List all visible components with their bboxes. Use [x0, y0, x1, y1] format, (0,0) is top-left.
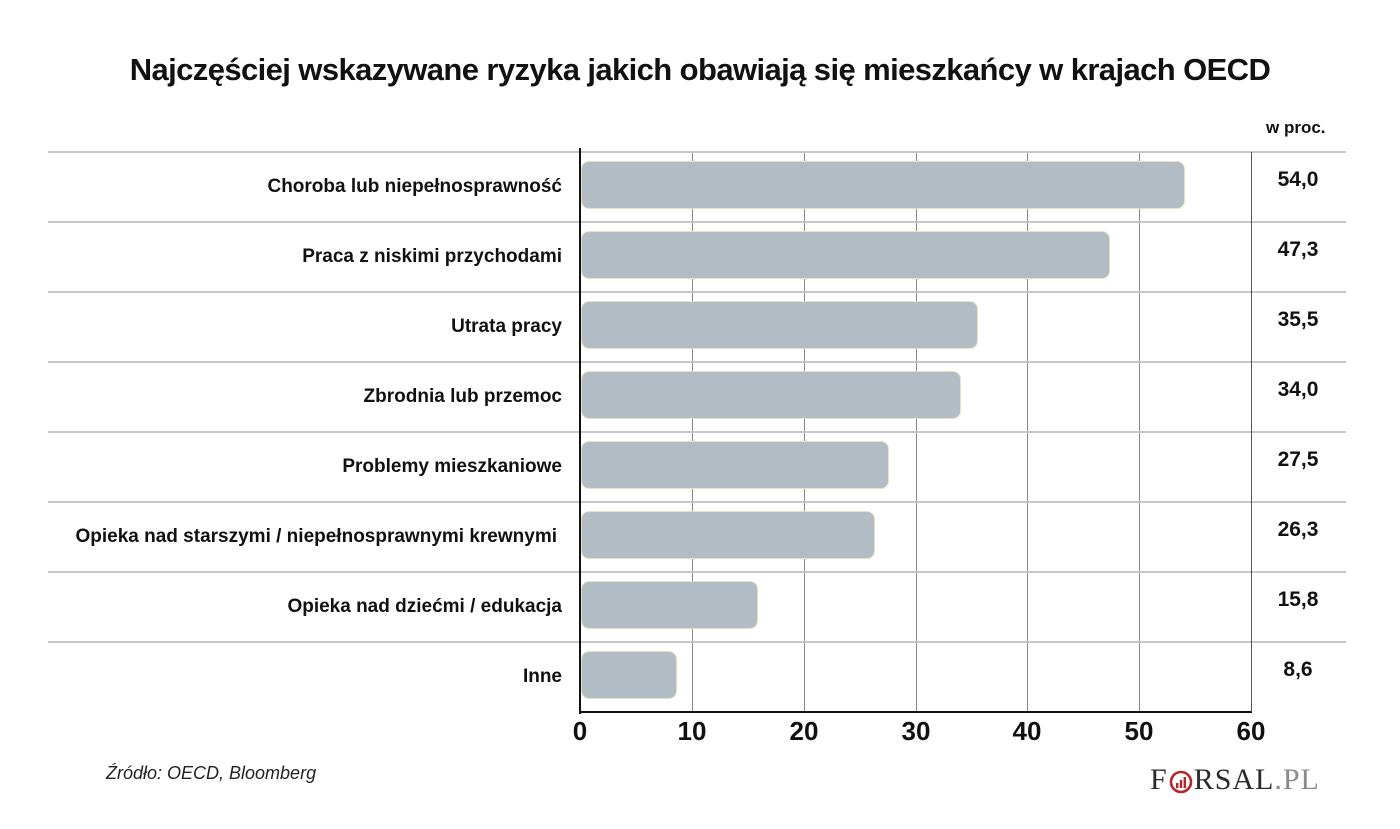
chart-title: Najczęściej wskazywane ryzyka jakich oba… — [129, 52, 1271, 87]
row-separator — [48, 361, 1346, 363]
category-label: Opieka nad dziećmi / edukacja — [287, 596, 562, 617]
x-tick-label: 0 — [572, 716, 588, 746]
x-tick-label: 10 — [677, 716, 707, 746]
row-separator — [48, 501, 1346, 503]
category-label: Problemy mieszkaniowe — [342, 456, 562, 477]
value-label: 35,5 — [1277, 308, 1319, 331]
x-tick-label: 60 — [1236, 716, 1266, 746]
x-tick-label: 50 — [1124, 716, 1154, 746]
category-label: Zbrodnia lub przemoc — [363, 386, 562, 407]
row-separator — [48, 431, 1346, 433]
x-axis-line — [579, 711, 1252, 713]
row-separator — [48, 151, 1346, 153]
row-separator — [48, 571, 1346, 573]
data-bar — [581, 161, 1185, 209]
value-label: 15,8 — [1277, 588, 1319, 611]
value-label: 8,6 — [1283, 658, 1313, 681]
value-label: 34,0 — [1277, 378, 1319, 401]
unit-label: w proc. — [1266, 118, 1326, 137]
data-bar — [581, 441, 889, 489]
forsal-logo: F RSAL .PL — [1150, 763, 1320, 797]
category-label: Utrata pracy — [451, 316, 562, 337]
value-column-separator — [1251, 152, 1252, 712]
logo-letter-f: F — [1150, 763, 1168, 796]
data-bar — [581, 651, 677, 699]
data-bar — [581, 581, 758, 629]
data-bar — [581, 301, 978, 349]
value-label: 54,0 — [1277, 168, 1319, 191]
category-label: Opieka nad starszymi / niepełnosprawnymi… — [75, 526, 557, 547]
logo-text: RSAL — [1193, 763, 1275, 796]
x-tick-label: 20 — [789, 716, 819, 746]
row-separator — [48, 641, 1346, 643]
chart-circle-icon — [1169, 768, 1193, 794]
logo-suffix: .PL — [1274, 763, 1320, 796]
value-label: 47,3 — [1277, 238, 1319, 261]
category-label: Choroba lub niepełnosprawność — [267, 176, 562, 197]
category-label: Praca z niskimi przychodami — [302, 246, 562, 267]
value-label: 26,3 — [1277, 518, 1319, 541]
value-label: 27,5 — [1277, 448, 1319, 471]
category-label: Inne — [522, 666, 562, 687]
data-bar — [581, 511, 875, 559]
data-bar — [581, 371, 961, 419]
source-note: Źródło: OECD, Bloomberg — [106, 763, 317, 783]
x-tick-label: 40 — [1012, 716, 1042, 746]
row-separator — [48, 221, 1346, 223]
y-axis-line — [579, 148, 581, 714]
row-separator — [48, 291, 1346, 293]
data-bar — [581, 231, 1110, 279]
x-tick-label: 30 — [901, 716, 931, 746]
